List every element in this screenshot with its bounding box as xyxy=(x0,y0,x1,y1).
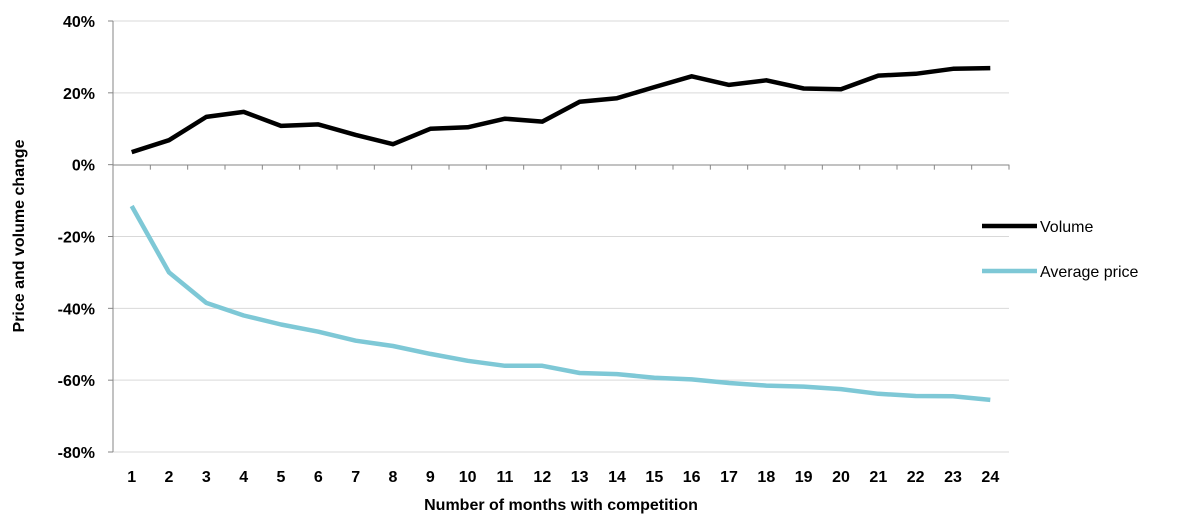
x-tick-label: 8 xyxy=(389,469,398,486)
x-axis-title: Number of months with competition xyxy=(424,497,698,514)
series-line-volume xyxy=(131,65,991,155)
x-tick-label: 9 xyxy=(426,469,435,486)
y-tick-label: 0% xyxy=(72,158,95,175)
x-tick-label: 16 xyxy=(683,469,701,486)
x-tick-label: 10 xyxy=(459,469,477,486)
x-tick-label: 24 xyxy=(981,469,999,486)
x-tick-labels: 1 2 3 4 5 6 7 8 9 10 11 12 13 14 15 16 17 18 19 20 21 22 23 24 xyxy=(127,469,999,486)
x-tick-label: 17 xyxy=(720,469,738,486)
y-tick-label: -60% xyxy=(58,373,95,390)
x-tick-label: 18 xyxy=(757,469,775,486)
x-tick-label: 7 xyxy=(351,469,360,486)
x-tick-label: 19 xyxy=(795,469,813,486)
x-tick-label: 23 xyxy=(944,469,962,486)
x-tick-label: 3 xyxy=(202,469,211,486)
x-tick-label: 1 xyxy=(127,469,136,486)
x-tick-label: 11 xyxy=(497,469,514,486)
x-tick-label: 4 xyxy=(239,469,248,486)
x-tick-label: 21 xyxy=(869,469,887,486)
y-tick-label: -20% xyxy=(58,230,95,247)
legend-label-volume: Volume xyxy=(1040,219,1093,236)
legend: Volume Average price xyxy=(982,219,1139,281)
y-tick-label: -40% xyxy=(58,301,95,318)
y-tick-label: 40% xyxy=(63,14,95,31)
x-tick-label: 22 xyxy=(907,469,925,486)
x-tick-label: 14 xyxy=(608,469,626,486)
y-axis-title: Price and volume change xyxy=(11,139,28,332)
y-tick-label: 20% xyxy=(63,86,95,103)
x-tick-label: 12 xyxy=(533,469,551,486)
series-lines xyxy=(129,65,991,403)
x-tick-label: 2 xyxy=(165,469,174,486)
legend-label-average-price: Average price xyxy=(1040,264,1139,281)
series-line-average-price xyxy=(129,204,991,403)
x-tick-label: 6 xyxy=(314,469,323,486)
axes xyxy=(108,20,1010,453)
gridlines xyxy=(113,20,1009,453)
y-tick-labels: 40% 20% 0% -20% -40% -60% -80% xyxy=(58,14,95,462)
x-tick-label: 15 xyxy=(645,469,663,486)
x-tick-label: 13 xyxy=(571,469,589,486)
x-tick-label: 5 xyxy=(277,469,286,486)
y-tick-label: -80% xyxy=(58,445,95,462)
x-tick-label: 20 xyxy=(832,469,850,486)
